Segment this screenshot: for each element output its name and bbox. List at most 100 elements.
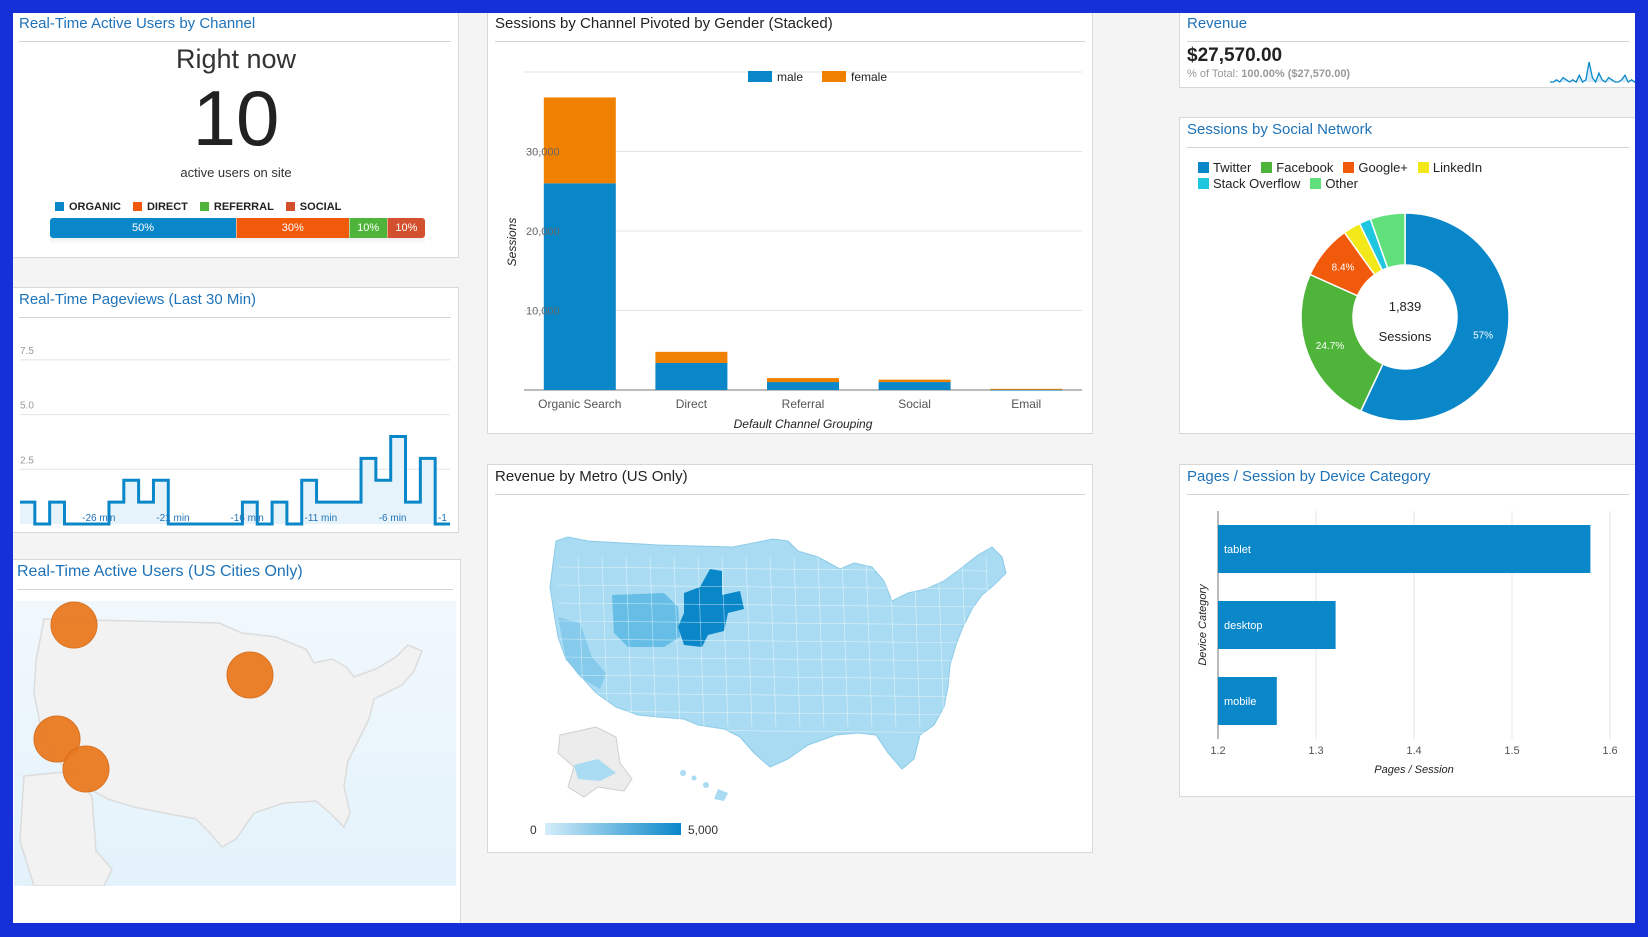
x-tick-label: -21 min [156,513,189,524]
legend-label: Twitter [1213,160,1252,175]
region-mid-shade [612,593,680,647]
legend-item[interactable]: Stack Overflow [1198,176,1300,192]
channel-share-segment[interactable]: 10% [348,218,387,238]
x-tick-label: -6 min [379,513,407,524]
metro-boundary [793,556,801,728]
bar-male [655,362,728,390]
metro-boundary [841,556,849,728]
widget-title[interactable]: Sessions by Channel Pivoted by Gender (S… [495,15,1085,42]
metro-boundary [937,556,945,728]
region-dark-shade [678,569,744,647]
active-users-subtitle: active users on site [180,165,292,180]
legend-label: Facebook [1276,160,1334,175]
widget-sessions-by-channel-gender: Sessions by Channel Pivoted by Gender (S… [487,13,1093,434]
legend-item[interactable]: LinkedIn [1417,160,1482,176]
metro-boundaries [557,556,993,734]
legend-label: Stack Overflow [1213,176,1301,191]
bar-male [767,382,839,390]
revenue-sparkline [1550,61,1635,84]
channel-legend: ORGANIC DIRECT REFERRAL SOCIAL [55,201,353,213]
widget-title[interactable]: Sessions by Social Network [1187,121,1629,148]
revenue-value: $27,570.00 [1187,45,1283,66]
pageviews-area-chart: 7.5 5.0 2.5 -26 min -21 min -16 min -11 min -6 … [20,346,450,526]
social-legend: Twitter Facebook Google+ LinkedIn Stack Over… [1198,160,1528,192]
y-tick-label: 20,000 [526,226,560,238]
metro-boundary [557,602,989,608]
widget-revenue-by-metro: Revenue by Metro (US Only) 0 5,000 [487,464,1093,853]
bar-female [655,351,728,363]
legend-swatch [1310,178,1322,189]
bar-label: desktop [1224,620,1263,632]
us-land-shape [33,618,423,848]
legend-item-social: SOCIAL [285,201,342,213]
us-metro-map-group [549,536,1007,801]
city-bubble [226,651,274,699]
channel-share-segment[interactable]: 10% [386,218,425,238]
x-tick-label: Social [898,397,931,411]
social-donut-chart: 57% 24.7% 8.4% 1,839 Sessions [1300,212,1510,422]
right-now-heading: Right now [175,44,297,74]
widget-title[interactable]: Revenue by Metro (US Only) [495,468,1085,495]
bar-label: mobile [1224,696,1256,708]
legend-label: Other [1325,176,1358,191]
metro-boundary [557,674,989,680]
y-tick-label: 7.5 [20,346,34,357]
widget-title[interactable]: Pages / Session by Device Category [1187,468,1629,495]
bar-female [990,388,1063,390]
widget-title[interactable]: Revenue [1187,15,1629,42]
us-cities-bubble-map [14,601,456,886]
legend-item-referral: REFERRAL [199,201,274,213]
metro-boundary [913,556,921,728]
legend-item[interactable]: Google+ [1343,160,1408,176]
metro-boundary [961,556,969,728]
x-axis-title: Default Channel Grouping [734,417,873,431]
widget-sessions-by-social-network: Sessions by Social Network Twitter Facebo… [1179,117,1635,434]
legend-label: SOCIAL [299,201,342,213]
x-tick-label: 1.2 [1210,745,1225,757]
widget-title[interactable]: Real-Time Active Users by Channel [19,15,451,42]
hawaii-island [714,789,728,801]
us-metro-choropleth-map [549,536,1007,801]
metro-boundary [745,556,753,728]
bar-mobile [1218,677,1277,725]
bar-male [543,183,616,390]
sessions-stacked-bar-chart: Organic Search Direct Referral Social Email 1… [505,70,1082,431]
x-tick-label: -16 min [230,513,263,524]
hawaii-island [680,770,686,776]
channel-share-segment[interactable]: 30% [236,218,349,238]
donut-slice-label: 24.7% [1316,341,1344,352]
legend-item[interactable]: Other [1310,176,1358,192]
metro-boundary [557,620,989,626]
widget-title[interactable]: Real-Time Pageviews (Last 30 Min) [19,291,451,318]
metro-boundary [557,584,989,590]
legend-label: ORGANIC [69,201,121,213]
donut-center-value: 1,839 [1389,299,1422,314]
legend-swatch [1198,162,1209,173]
city-bubble [33,715,81,763]
alaska-highlight [574,759,616,781]
y-tick-label: 10,000 [526,306,560,318]
metro-boundary [721,556,729,728]
metro-boundary [557,638,989,644]
color-scale-min: 0 [530,823,537,837]
bar-tablet [1218,525,1591,573]
legend-item[interactable]: Facebook [1261,160,1333,176]
bar-female [878,379,951,383]
donut-center-label: Sessions [1379,329,1432,344]
widget-title[interactable]: Real-Time Active Users (US Cities Only) [17,563,453,590]
metro-boundary [557,566,989,572]
hawaii-island [691,775,697,781]
legend-item[interactable]: Twitter [1198,160,1251,176]
region-west-coast-shade [558,617,606,689]
city-bubble [62,745,110,793]
bar-female [543,97,616,184]
widget-pages-per-session-by-device: Pages / Session by Device Category 1.2 1.… [1179,464,1635,797]
x-tick-label: 1.5 [1504,745,1519,757]
channel-share-bar: 50% 30% 10% 10% [50,218,425,238]
channel-share-segment[interactable]: 50% [50,218,236,238]
legend-swatch [1261,162,1273,173]
x-axis-title: Pages / Session [1374,764,1454,776]
y-axis-title: Device Category [1197,583,1209,666]
metro-boundary [557,692,989,698]
legend-label: REFERRAL [213,201,274,213]
